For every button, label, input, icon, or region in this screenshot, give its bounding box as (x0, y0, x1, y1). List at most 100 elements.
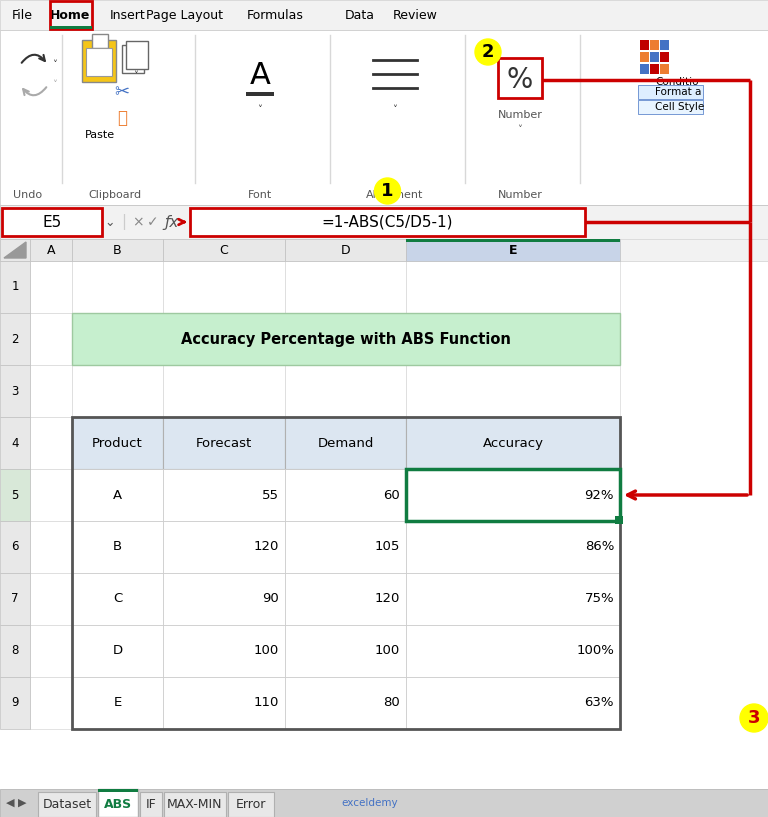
Bar (285, 239, 406, 261)
Bar (86, 48, 112, 76)
Bar (406, 625, 620, 677)
Bar (650, 40, 659, 50)
Bar (285, 625, 406, 677)
Bar (406, 417, 620, 469)
Circle shape (375, 178, 400, 204)
Text: exceldemy: exceldemy (342, 798, 399, 808)
Text: Insert: Insert (110, 8, 146, 21)
Text: Accuracy Percentage with ABS Function: Accuracy Percentage with ABS Function (181, 332, 511, 346)
Bar (163, 469, 285, 521)
Text: Page Layout: Page Layout (147, 8, 223, 21)
Text: Conditio: Conditio (655, 77, 699, 87)
Bar (72, 677, 163, 729)
Text: 110: 110 (253, 697, 279, 709)
Text: A: A (250, 60, 270, 90)
Bar (2, 208, 102, 236)
Text: 80: 80 (383, 697, 400, 709)
Bar (163, 239, 285, 261)
Text: 90: 90 (262, 592, 279, 605)
Bar (72, 417, 163, 469)
Bar (0, 0, 768, 30)
Polygon shape (4, 242, 26, 258)
Bar (163, 521, 285, 573)
Bar (163, 625, 285, 677)
Bar (190, 208, 585, 236)
Bar (285, 469, 406, 521)
Bar (98, 789, 138, 817)
Bar (50, 26, 92, 29)
Text: 75%: 75% (584, 592, 614, 605)
Bar (0, 239, 768, 261)
Text: 9: 9 (12, 697, 18, 709)
Bar (660, 40, 669, 50)
Bar (98, 789, 138, 792)
Bar (72, 365, 163, 417)
Text: %: % (507, 66, 533, 94)
Bar (163, 573, 285, 625)
Text: Clipboard: Clipboard (88, 190, 141, 200)
Text: =1-ABS(C5/D5-1): =1-ABS(C5/D5-1) (322, 215, 453, 230)
Bar (285, 677, 406, 729)
Text: 6: 6 (12, 541, 18, 553)
Text: B: B (113, 243, 122, 257)
Bar (0, 239, 768, 789)
Text: 🖌: 🖌 (117, 109, 127, 127)
Bar (38, 792, 96, 817)
Bar (72, 677, 163, 729)
Text: ◀: ◀ (5, 798, 15, 808)
Bar (640, 52, 649, 62)
Bar (406, 677, 620, 729)
Bar (0, 239, 30, 261)
Bar (285, 625, 406, 677)
Bar (72, 417, 620, 729)
Bar (72, 625, 163, 677)
Bar (406, 239, 620, 242)
Bar (0, 625, 30, 677)
Bar (650, 52, 659, 62)
Text: ⌄: ⌄ (104, 216, 115, 229)
Text: Demand: Demand (317, 436, 374, 449)
Text: |: | (121, 214, 127, 230)
Bar (163, 677, 285, 729)
Bar (0, 469, 30, 521)
Text: File: File (12, 8, 32, 21)
Bar (285, 417, 406, 469)
Bar (406, 261, 620, 313)
Bar (285, 313, 406, 365)
Bar (0, 30, 768, 205)
Bar (72, 313, 620, 365)
Bar (72, 573, 163, 625)
Bar (72, 625, 163, 677)
Text: B: B (113, 541, 122, 553)
Text: 100%: 100% (576, 645, 614, 658)
Text: Number: Number (498, 110, 542, 120)
Bar (30, 677, 72, 729)
Text: Paste: Paste (85, 130, 115, 140)
Bar (406, 417, 620, 469)
Bar (285, 365, 406, 417)
Bar (163, 261, 285, 313)
Bar (163, 469, 285, 521)
Bar (0, 573, 30, 625)
Text: Product: Product (92, 436, 143, 449)
Text: IF: IF (146, 798, 157, 811)
Bar (638, 85, 703, 99)
Bar (285, 573, 406, 625)
Bar (0, 261, 30, 313)
Bar (406, 677, 620, 729)
Text: ˅: ˅ (52, 60, 58, 70)
Text: ABS: ABS (104, 797, 132, 810)
Text: A: A (113, 489, 122, 502)
Text: 5: 5 (12, 489, 18, 502)
Text: 86%: 86% (584, 541, 614, 553)
Text: 1: 1 (381, 182, 394, 200)
Bar (285, 521, 406, 573)
Circle shape (740, 704, 768, 732)
Text: Font: Font (248, 190, 272, 200)
Bar (163, 365, 285, 417)
Bar (0, 677, 30, 729)
Text: ƒx: ƒx (165, 215, 179, 230)
Bar (72, 573, 163, 625)
Text: 105: 105 (375, 541, 400, 553)
Bar (498, 58, 542, 98)
